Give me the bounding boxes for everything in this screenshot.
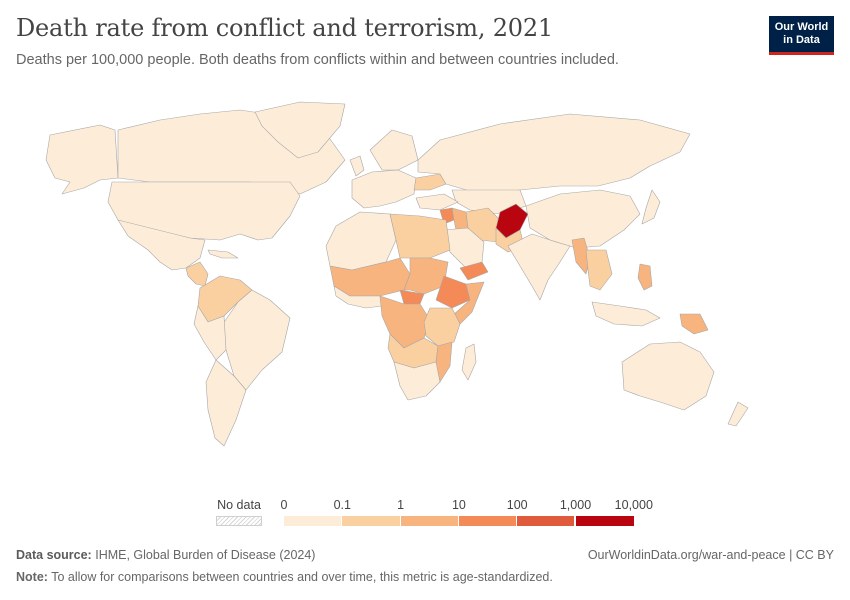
legend-tick-label: 1 <box>397 498 405 512</box>
footer-url[interactable]: OurWorldinData.org/war-and-peace | CC BY <box>587 548 834 562</box>
country-cuba[interactable] <box>207 249 239 259</box>
country-india[interactable] <box>507 233 571 301</box>
legend-tick-label: 10 <box>451 498 466 512</box>
footer-note-label: Note: <box>16 570 48 584</box>
legend-bin-1[interactable] <box>342 516 401 526</box>
country-southern-africa[interactable] <box>393 361 441 401</box>
country-western-europe[interactable] <box>351 169 417 209</box>
owid-logo[interactable]: Our World in Data <box>769 16 834 55</box>
map-countries <box>45 101 749 447</box>
footer-source-label: Data source: <box>16 548 92 562</box>
footer-source: Data source: IHME, Global Burden of Dise… <box>16 548 315 562</box>
country-scandinavia[interactable] <box>369 129 419 171</box>
country-libya-egypt[interactable] <box>389 213 451 259</box>
legend-no-data-label: No data <box>217 498 261 512</box>
footer-note-text: To allow for comparisons between countri… <box>51 570 553 584</box>
legend-tick-label: 0 <box>280 498 288 512</box>
legend-tick-label: 100 <box>506 498 528 512</box>
legend-bin-5[interactable] <box>575 516 634 526</box>
country-uk[interactable] <box>349 155 365 177</box>
legend-bin-2[interactable] <box>400 516 459 526</box>
country-west-africa-coast[interactable] <box>333 285 383 309</box>
country-argentina-chile[interactable] <box>205 359 247 447</box>
legend-tick-label: 1,000 <box>559 498 592 512</box>
legend-no-data-swatch[interactable] <box>216 516 262 526</box>
country-japan[interactable] <box>641 189 661 225</box>
country-east-africa[interactable] <box>423 307 461 347</box>
country-china[interactable] <box>525 189 641 249</box>
country-philippines[interactable] <box>637 263 653 291</box>
country-indonesia[interactable] <box>591 301 661 327</box>
legend-bin-0[interactable] <box>284 516 343 526</box>
footer-source-text[interactable]: IHME, Global Burden of Disease (2024) <box>95 548 316 562</box>
country-turkey[interactable] <box>415 193 459 211</box>
country-ukraine[interactable] <box>413 173 447 191</box>
country-peru-bolivia[interactable] <box>193 305 227 361</box>
country-russia[interactable] <box>417 113 691 195</box>
legend-bin-4[interactable] <box>517 516 576 526</box>
chart-subtitle: Deaths per 100,000 people. Both deaths f… <box>16 52 619 68</box>
country-alaska[interactable] <box>45 124 119 195</box>
country-north-africa-west[interactable] <box>325 211 397 271</box>
legend-bin-3[interactable] <box>458 516 518 526</box>
country-iraq[interactable] <box>451 207 469 231</box>
legend-tick-label: 0.1 <box>333 498 351 512</box>
footer-note: Note: To allow for comparisons between c… <box>16 570 553 584</box>
country-yemen[interactable] <box>459 261 489 281</box>
country-papua-new-guinea[interactable] <box>679 313 709 335</box>
world-map[interactable] <box>0 90 850 490</box>
country-madagascar[interactable] <box>461 343 477 381</box>
logo-line-2: in Data <box>783 34 820 46</box>
country-ethiopia[interactable] <box>435 275 471 309</box>
country-new-zealand[interactable] <box>727 401 749 427</box>
map-legend: No data 0 0.1 1 10 100 1,000 10,000 <box>210 498 653 538</box>
chart-title: Death rate from conflict and terrorism, … <box>16 14 553 42</box>
country-southeast-asia[interactable] <box>585 249 613 291</box>
legend-tick-label: 10,000 <box>614 498 653 512</box>
country-greenland[interactable] <box>254 101 346 159</box>
logo-line-1: Our World <box>774 21 829 33</box>
country-australia[interactable] <box>621 341 715 411</box>
country-mexico[interactable] <box>117 219 206 271</box>
